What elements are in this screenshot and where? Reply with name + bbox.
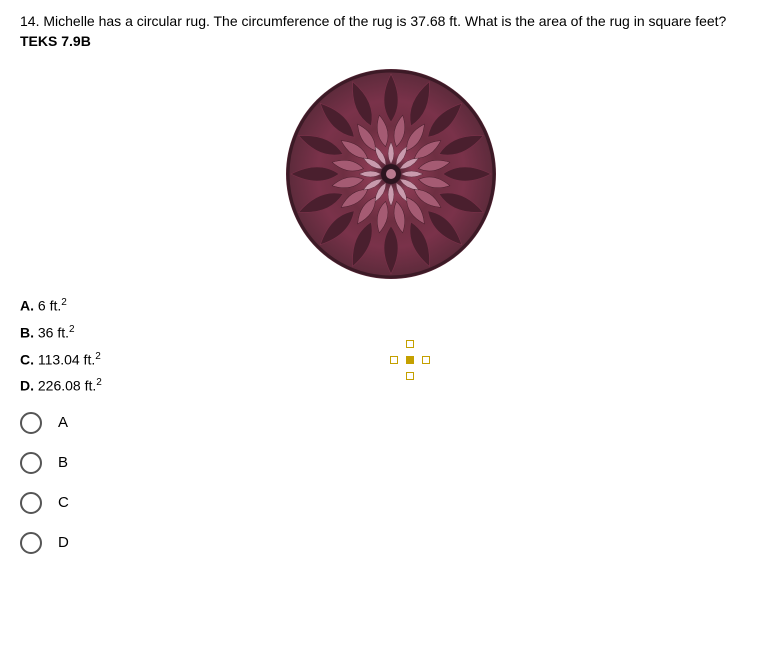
option-label: B <box>58 454 68 471</box>
answer-letter: B. <box>20 325 34 341</box>
answer-letter: C. <box>20 351 34 367</box>
answer-exponent: 2 <box>61 297 67 308</box>
answer-list: A. 6 ft.2 B. 36 ft.2 C. 113.04 ft.2 D. 2… <box>20 297 761 394</box>
rug-svg <box>286 69 496 279</box>
radio-icon[interactable] <box>20 452 42 474</box>
radio-icon[interactable] <box>20 492 42 514</box>
answer-value: 36 ft. <box>38 325 69 341</box>
answer-value: 113.04 ft. <box>38 351 95 367</box>
question-number: 14. <box>20 13 39 29</box>
option-label: D <box>58 534 69 551</box>
question-text: 14. Michelle has a circular rug. The cir… <box>20 12 761 51</box>
answer-value: 6 ft. <box>38 298 61 314</box>
answer-exponent: 2 <box>95 351 101 362</box>
option-a[interactable]: A <box>20 412 761 434</box>
answer-a: A. 6 ft.2 <box>20 297 761 314</box>
rug-image <box>20 69 761 279</box>
answer-exponent: 2 <box>96 377 102 388</box>
option-label: C <box>58 494 69 511</box>
teks-label: TEKS 7.9B <box>20 33 91 49</box>
answer-c: C. 113.04 ft.2 <box>20 351 761 368</box>
answer-value: 226.08 ft. <box>38 378 96 394</box>
answer-d: D. 226.08 ft.2 <box>20 377 761 394</box>
option-c[interactable]: C <box>20 492 761 514</box>
radio-options: A B C D <box>20 412 761 554</box>
answer-letter: D. <box>20 378 34 394</box>
radio-icon[interactable] <box>20 412 42 434</box>
option-d[interactable]: D <box>20 532 761 554</box>
answer-b: B. 36 ft.2 <box>20 324 761 341</box>
radio-icon[interactable] <box>20 532 42 554</box>
answer-exponent: 2 <box>69 324 75 335</box>
question-body: Michelle has a circular rug. The circumf… <box>43 13 726 29</box>
option-label: A <box>58 414 68 431</box>
answer-letter: A. <box>20 298 34 314</box>
option-b[interactable]: B <box>20 452 761 474</box>
